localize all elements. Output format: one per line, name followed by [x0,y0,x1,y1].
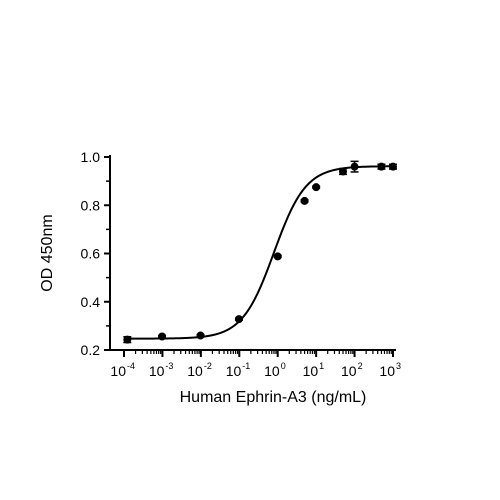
y-axis-title: OD 450nm [39,214,56,291]
y-tick-label: 0.2 [81,342,101,358]
x-tick-exponent: 1 [319,361,324,371]
x-tick-label: 10 -4 [110,361,135,379]
x-tick-exponent: -4 [127,361,135,371]
x-tick-label: 10 0 [264,361,286,379]
data-point-group [158,332,167,341]
fit-curve [124,165,394,340]
data-point [377,162,386,171]
axes [109,155,396,351]
x-tick-exponent: -1 [242,361,250,371]
x-tick-base: 10 [341,363,357,379]
data-point [196,331,205,340]
y-tick-label: 0.6 [81,246,101,262]
x-tick-label: 10 3 [379,361,401,379]
data-point-group [377,162,386,171]
x-tick-base: 10 [264,363,280,379]
x-tick-base: 10 [379,363,395,379]
data-point-group [273,252,282,261]
data-points [123,160,397,344]
x-ticks: 10 -4 10 -3 10 -2 10 -1 10 0 10 1 10 2 10 3 [110,350,401,379]
data-point-group [234,315,243,324]
x-tick-base: 10 [149,363,165,379]
x-tick-label: 10 -3 [149,361,174,379]
x-axis-title: Human Ephrin-A3 (ng/mL) [180,389,367,406]
data-point [312,183,321,192]
x-tick-exponent: -2 [204,361,212,371]
x-tick-base: 10 [187,363,203,379]
x-tick-exponent: -3 [165,361,173,371]
y-tick-label: 0.8 [81,197,101,213]
data-point-group [339,167,348,176]
x-tick-label: 10 -2 [187,361,212,379]
data-point [234,315,243,324]
data-point-group [196,331,205,340]
x-tick-label: 10 1 [303,361,325,379]
x-tick-label: 10 -1 [226,361,251,379]
data-point-group [123,335,132,344]
data-point-group [300,196,309,205]
data-point [300,196,309,205]
x-tick-exponent: 2 [358,361,363,371]
x-tick-base: 10 [110,363,126,379]
data-point [350,162,359,171]
x-tick-exponent: 3 [396,361,401,371]
data-point [389,162,397,171]
data-point [273,252,282,261]
y-ticks: 0.2 0.4 0.6 0.8 1.0 [81,149,110,358]
data-point [339,167,348,176]
y-tick-label: 0.4 [81,294,101,310]
x-tick-base: 10 [303,363,319,379]
y-tick-label: 1.0 [81,149,101,165]
data-point-group [350,160,359,173]
x-tick-exponent: 0 [281,361,286,371]
data-point-group [389,162,397,171]
x-tick-base: 10 [226,363,242,379]
x-tick-label: 10 2 [341,361,363,379]
data-point-group [312,183,321,192]
data-point [123,335,132,344]
data-point [158,332,167,341]
